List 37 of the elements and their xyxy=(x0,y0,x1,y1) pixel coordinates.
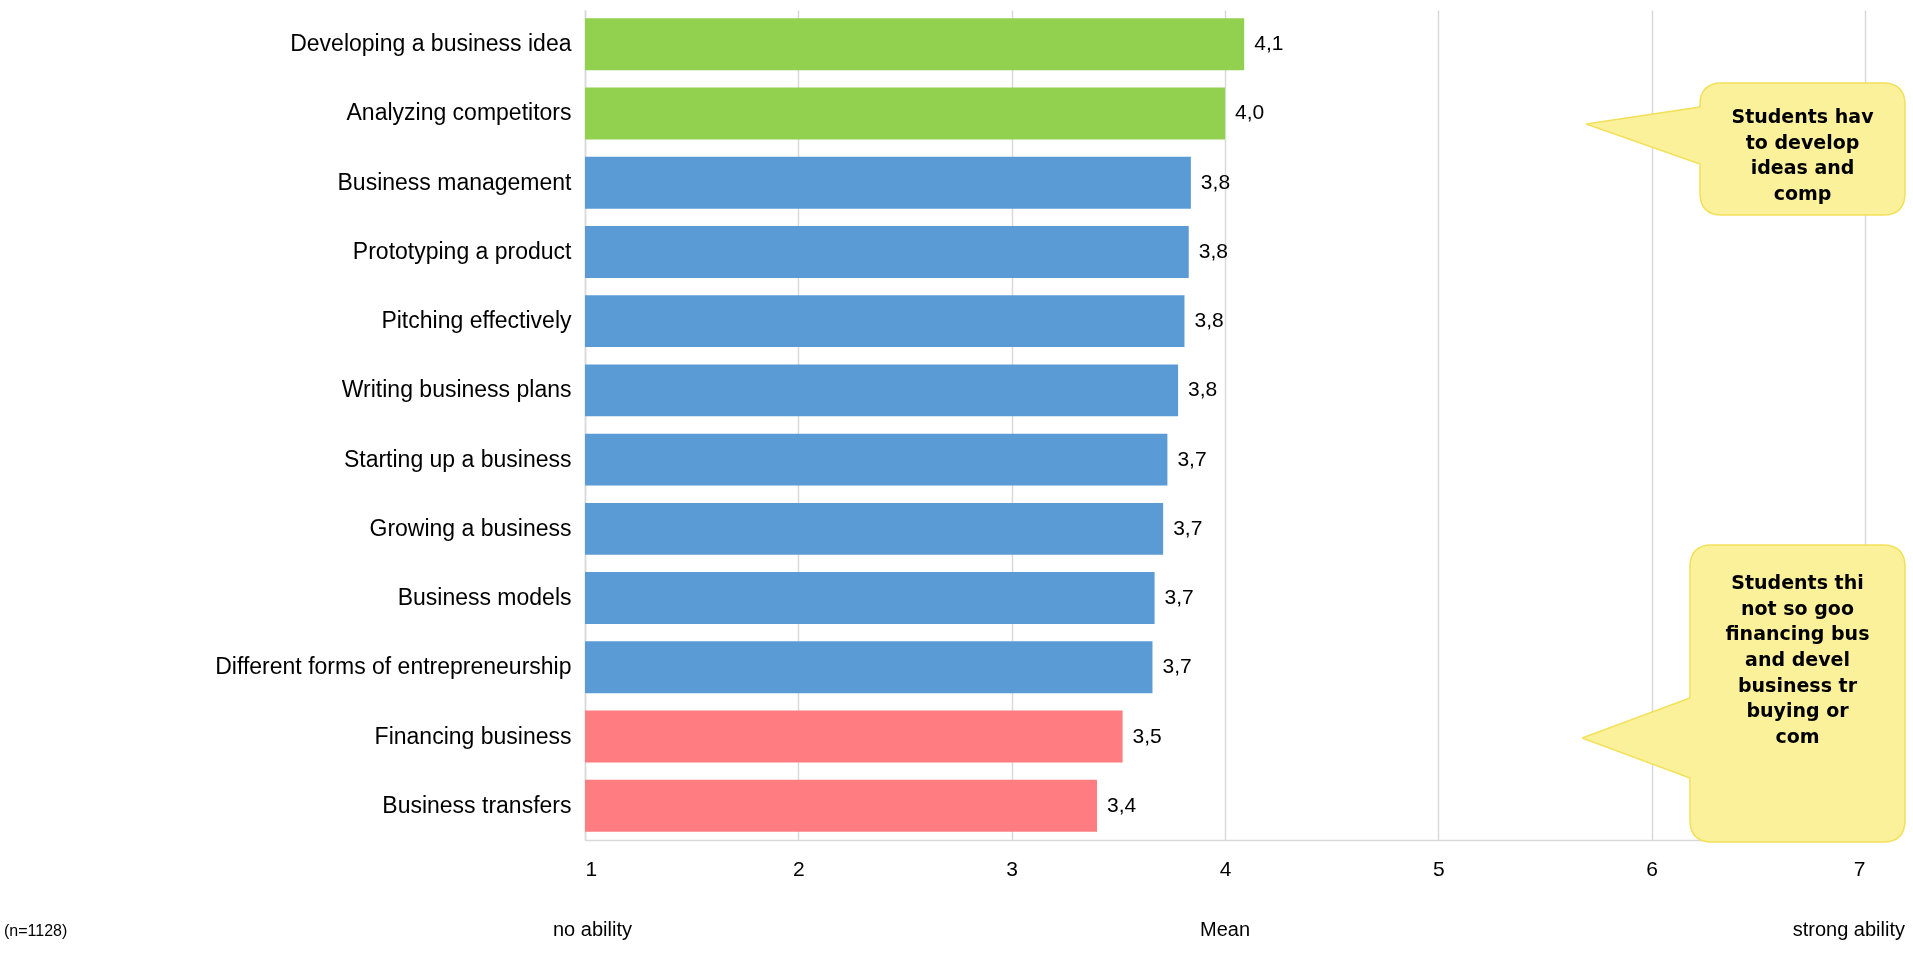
y-tick-label: Business management xyxy=(337,168,573,195)
data-label: 3,5 xyxy=(1132,723,1162,747)
x-tick-label: 6 xyxy=(1646,856,1659,880)
y-tick-label: Business models xyxy=(397,584,572,611)
x-tick-label: 5 xyxy=(1432,856,1445,880)
data-label: 3,8 xyxy=(1200,169,1231,193)
y-tick-label: Analyzing competitors xyxy=(346,99,572,126)
y-tick-label: Business transfers xyxy=(382,791,572,818)
x-tick-label: 7 xyxy=(1853,856,1866,880)
annotation: Students hav to develop ideas and comp xyxy=(1730,104,1875,206)
x-axis-title: Mean xyxy=(1199,918,1251,941)
y-tick-label: Growing a business xyxy=(369,514,572,541)
data-label: 4,1 xyxy=(1254,31,1284,55)
x-tick-label: 3 xyxy=(1006,856,1019,880)
data-label: 3,8 xyxy=(1198,238,1228,262)
text: strong ability xyxy=(1792,918,1905,941)
y-tick-label: Different forms of entrepreneurship xyxy=(215,653,572,680)
data-label: 3,7 xyxy=(1164,585,1194,609)
data-label: 3,7 xyxy=(1177,446,1207,470)
y-tick-label: Developing a business idea xyxy=(290,30,572,57)
data-label: 3,8 xyxy=(1194,308,1224,332)
data-label: 3,4 xyxy=(1107,792,1137,816)
x-tick-label: 1 xyxy=(585,856,598,880)
y-tick-label: Pitching effectively xyxy=(381,307,572,334)
data-label: 3,8 xyxy=(1188,377,1218,401)
data-label: 3,7 xyxy=(1173,515,1203,539)
y-tick-label: Prototyping a product xyxy=(352,237,573,264)
text: (n=1128) xyxy=(4,922,68,940)
y-tick-label: Financing business xyxy=(374,722,572,749)
data-label: 3,7 xyxy=(1162,654,1192,678)
y-tick-label: Writing business plans xyxy=(341,376,572,403)
x-tick-label: 2 xyxy=(792,856,805,880)
data-label: 4,0 xyxy=(1235,100,1265,124)
x-tick-label: 4 xyxy=(1219,856,1232,880)
annotation: Students thi not so goo financing bus and devel business tr buying or com xyxy=(1724,570,1871,749)
text: no ability xyxy=(553,918,632,941)
y-tick-label: Starting up a business xyxy=(343,445,572,472)
